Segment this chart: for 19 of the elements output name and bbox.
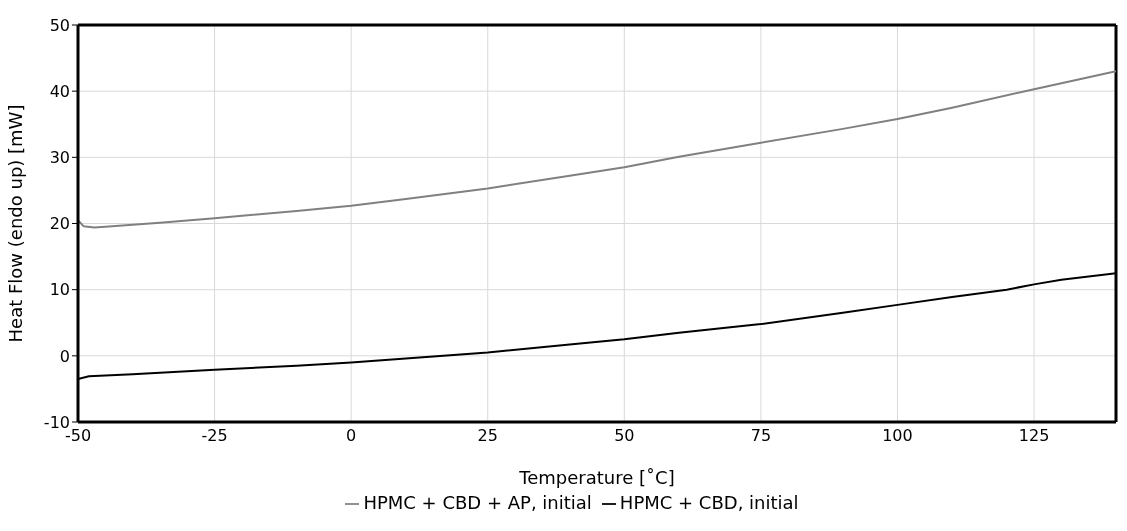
y-tick-label: 50 bbox=[49, 15, 70, 35]
x-tick-label: 50 bbox=[614, 426, 635, 446]
y-tick-label: 30 bbox=[49, 148, 70, 168]
x-tick-label: 25 bbox=[477, 426, 498, 446]
x-tick-label: -25 bbox=[201, 426, 228, 446]
y-axis-title: Heat Flow (endo up) [mW] bbox=[5, 104, 27, 343]
legend-label: HPMC + CBD, initial bbox=[619, 492, 799, 513]
line-series bbox=[78, 70, 1116, 229]
y-tick-label: 10 bbox=[49, 280, 70, 300]
x-tick-label: 0 bbox=[346, 426, 357, 446]
legend-label: HPMC + CBD + AP, initial bbox=[363, 492, 592, 513]
x-tick-label: 125 bbox=[1018, 426, 1050, 446]
y-tick-label: 0 bbox=[59, 346, 70, 366]
x-tick-label: 75 bbox=[750, 426, 772, 446]
y-tick-label: 40 bbox=[49, 81, 70, 101]
y-tick-label: 20 bbox=[49, 214, 70, 234]
x-tick-label: 100 bbox=[882, 426, 913, 446]
x-axis-title: Temperature [˚C] bbox=[518, 467, 675, 488]
y-tick-label: -10 bbox=[43, 412, 70, 432]
